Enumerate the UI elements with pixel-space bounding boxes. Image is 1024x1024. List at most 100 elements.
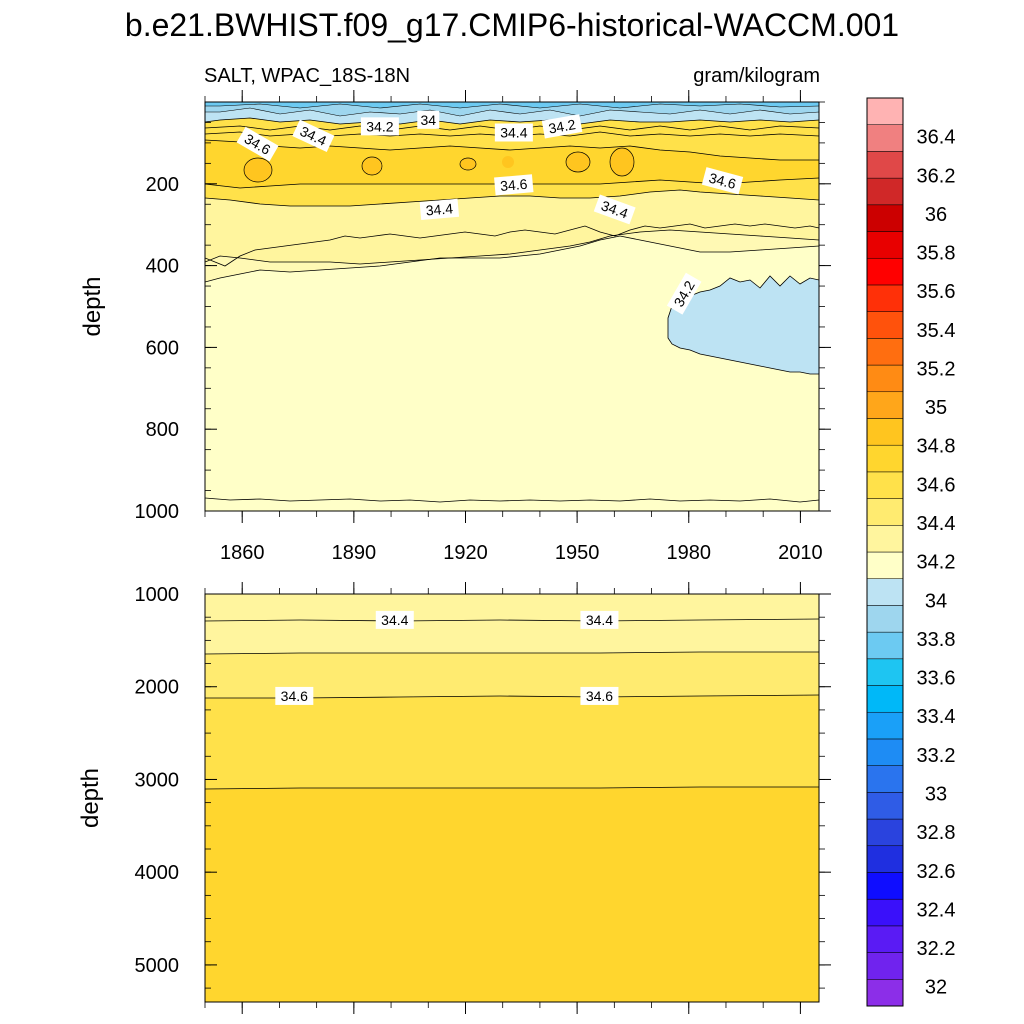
x-tick-label: 2010 [778,542,823,564]
colorbar-label: 36.4 [917,127,956,149]
contour-label-box [375,610,414,629]
contour-label: 34.6 [494,174,534,196]
colorbar-swatch [866,765,904,793]
contour-label-box [580,610,619,629]
salinity-blob [566,152,590,172]
fill-band-34.1 [668,276,819,374]
contour-label: 34 [417,110,440,129]
colorbar-swatch [866,578,904,606]
blob-outline [361,156,383,176]
contour-line-34.2-deep [205,235,819,283]
contour-label-text: 34.2 [366,118,393,134]
contour-label: 34.4 [494,123,533,142]
salinity-blob [502,156,514,168]
x-tick-label: 1860 [220,542,265,564]
lower-axes: 1000 2000 3000 4000 5000 depth [77,582,831,1014]
fill-band-34.3 [205,230,819,282]
colorbar-swatch [866,444,904,473]
contour-label: 34.6 [275,686,314,705]
contour-line-deep [205,497,819,503]
contour-label-text: 34.6 [707,170,738,193]
colorbar-label: 33 [925,783,947,805]
y-tick-label: 1000 [135,584,180,606]
salinity-blob [362,157,382,175]
colorbar-swatch [866,845,904,873]
contour-label-text: 34.4 [425,200,454,218]
colorbar-swatch [866,631,904,660]
lower-contour-labels: 34.4 34.4 34.6 34.6 [275,610,619,705]
colorbar-swatch [866,151,904,179]
contour-line-34.0-top [205,117,819,125]
colorbar-label: 33.2 [917,745,956,767]
contour-label: 34.2 [541,114,583,139]
y-tick-label: 200 [146,174,179,196]
colorbar-swatch [866,925,904,953]
contour-label-text: 34.4 [381,612,408,628]
contour-line-34.4-lower [205,618,819,622]
y-tick-label: 3000 [135,769,180,791]
colorbar-swatch [866,231,904,259]
colorbar-label: 32.4 [917,899,956,921]
y-tick-label: 4000 [135,862,180,884]
colorbar-label: 36.2 [917,165,956,187]
contour-label: 34.4 [375,610,414,629]
colorbar-swatch [866,471,904,499]
colorbar-swatch [866,338,904,366]
fill-band-34.4-lower [205,594,819,654]
contour-line-34.4 [205,229,819,265]
contour-label-box [292,119,335,153]
colorbar-swatch [866,97,904,125]
contour-label-box [236,126,279,162]
x-tick-label: 1920 [443,542,488,564]
colorbar-swatch [866,525,904,553]
colorbar-swatch [866,952,904,980]
colorbar-swatch [866,898,904,927]
contour-line-34.7-lower [205,786,819,790]
contour-line-34.3 [205,223,819,267]
colorbar-swatch [866,284,904,312]
contour-label: 34.4 [419,198,460,221]
contour-label-box [360,117,399,136]
salinity-blob [610,148,634,176]
colorbar-swatch [866,418,904,446]
colorbar-swatch [866,658,904,686]
contour-line-33.6-top [205,103,819,109]
colorbar-swatch [866,685,904,713]
contour-label-box [580,686,619,705]
contour-label-box [541,114,583,139]
contour-label-box [419,198,460,221]
contour-label-box [593,194,636,225]
contour-label-box [494,123,533,142]
contour-line-33.8-top [205,107,819,117]
contour-label: 34.6 [580,686,619,705]
contour-label-text: 34.6 [500,176,529,194]
contour-line-34.5-lower [205,651,819,655]
lower-panel: 34.4 34.4 34.6 34.6 1000 2000 3000 4000 5000 dep… [77,582,831,1014]
x-tick-label: 1890 [332,542,377,564]
colorbar-label: 35 [925,397,947,419]
salinity-blob [244,158,272,182]
blob-outline [459,157,477,171]
y-axis-label: depth [77,768,104,828]
contour-label-text: 34.4 [500,124,527,140]
colorbar-swatch [866,605,904,633]
colorbar-label: 36 [925,204,947,226]
y-axis-label: depth [79,276,106,336]
colorbar-swatch [866,311,904,339]
salinity-blob [460,158,476,170]
blob-outline [565,151,591,173]
lower-contour-fill [205,594,819,1002]
colorbar-swatch [866,177,904,206]
blob-outline [243,157,273,183]
colorbar-swatch [866,872,904,900]
upper-contour-fill [205,102,819,511]
colorbar-label: 34.8 [917,436,956,458]
colorbar-label: 35.8 [917,243,956,265]
x-tick-label: 1950 [555,542,600,564]
colorbar-label: 32 [925,977,947,999]
contour-label-box [666,272,702,315]
colorbar-swatch [866,364,904,393]
